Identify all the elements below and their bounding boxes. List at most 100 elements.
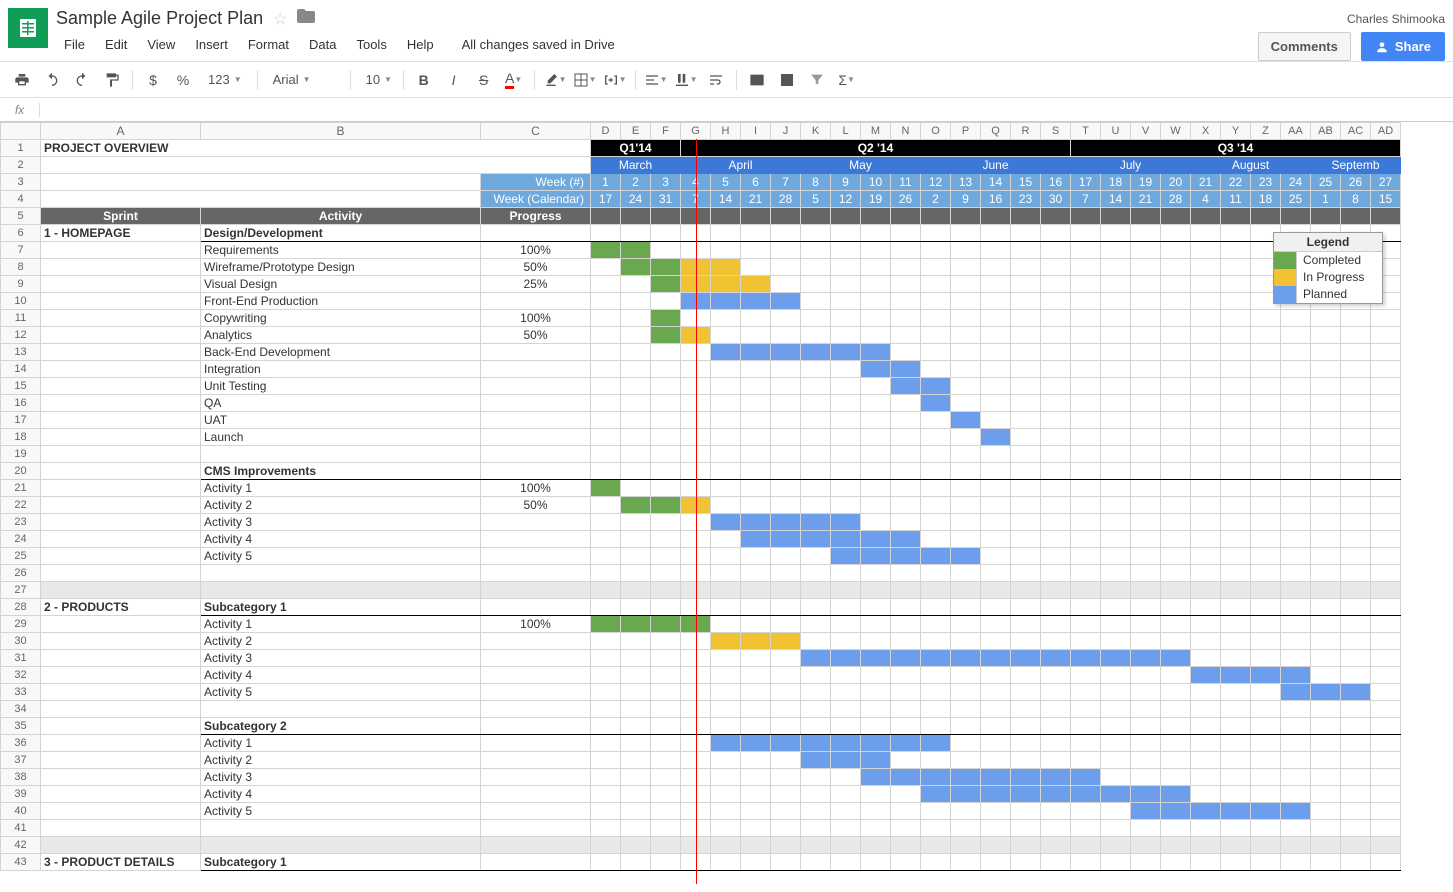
gantt-cell[interactable] [1041,633,1071,650]
gantt-cell[interactable] [951,412,981,429]
gantt-cell[interactable] [1311,514,1341,531]
gantt-cell[interactable] [861,293,891,310]
gantt-cell[interactable] [771,667,801,684]
gantt-cell[interactable] [831,820,861,837]
gantt-cell[interactable] [951,344,981,361]
gantt-cell[interactable] [981,701,1011,718]
gantt-cell[interactable] [891,361,921,378]
sprint-cell[interactable] [41,667,201,684]
gantt-cell[interactable] [621,667,651,684]
gantt-cell[interactable] [1161,293,1191,310]
gantt-cell[interactable] [1281,395,1311,412]
gantt-cell[interactable] [1221,786,1251,803]
gantt-cell[interactable] [1071,276,1101,293]
gantt-cell[interactable] [681,650,711,667]
progress-cell[interactable]: 100% [481,310,591,327]
gantt-cell[interactable] [1161,463,1191,480]
gantt-cell[interactable] [1251,310,1281,327]
gantt-cell[interactable] [1101,463,1131,480]
gantt-cell[interactable] [951,565,981,582]
gantt-cell[interactable] [771,650,801,667]
gantt-cell[interactable] [741,446,771,463]
activity-cell[interactable]: Requirements [201,242,481,259]
gantt-cell[interactable] [1221,242,1251,259]
gantt-cell[interactable] [861,837,891,854]
gantt-cell[interactable] [711,531,741,548]
gantt-cell[interactable] [711,378,741,395]
gantt-cell[interactable] [1371,480,1401,497]
gantt-cell[interactable] [1281,616,1311,633]
gantt-cell[interactable] [1371,837,1401,854]
gantt-cell[interactable] [1251,820,1281,837]
gantt-cell[interactable] [1101,378,1131,395]
gantt-cell[interactable] [1251,531,1281,548]
gantt-cell[interactable] [681,820,711,837]
gantt-cell[interactable] [1131,548,1161,565]
gantt-cell[interactable] [801,803,831,820]
gantt-cell[interactable] [831,735,861,752]
gantt-cell[interactable] [801,276,831,293]
gantt-cell[interactable] [1131,310,1161,327]
gantt-cell[interactable] [1041,531,1071,548]
menu-data[interactable]: Data [301,33,344,56]
gantt-cell[interactable] [591,548,621,565]
gantt-cell[interactable] [1371,531,1401,548]
gantt-cell[interactable] [621,327,651,344]
progress-cell[interactable] [481,837,591,854]
gantt-cell[interactable] [1011,344,1041,361]
gantt-cell[interactable] [741,684,771,701]
gantt-cell[interactable] [921,242,951,259]
gantt-cell[interactable] [861,616,891,633]
gantt-cell[interactable] [891,259,921,276]
gantt-cell[interactable] [1341,429,1371,446]
activity-cell[interactable]: Wireframe/Prototype Design [201,259,481,276]
gantt-cell[interactable] [711,854,741,871]
gantt-cell[interactable] [621,701,651,718]
gantt-cell[interactable] [1311,446,1341,463]
gantt-cell[interactable] [981,633,1011,650]
gantt-cell[interactable] [1131,480,1161,497]
gantt-cell[interactable] [891,310,921,327]
gantt-cell[interactable] [711,684,741,701]
gantt-cell[interactable] [771,429,801,446]
gantt-cell[interactable] [711,599,741,616]
gantt-cell[interactable] [1191,735,1221,752]
gantt-cell[interactable] [921,310,951,327]
gantt-cell[interactable] [1281,446,1311,463]
gantt-cell[interactable] [1131,259,1161,276]
gantt-cell[interactable] [831,259,861,276]
sprint-cell[interactable] [41,684,201,701]
gantt-cell[interactable] [741,480,771,497]
gantt-cell[interactable] [741,854,771,871]
gantt-cell[interactable] [1161,837,1191,854]
gantt-cell[interactable] [1041,701,1071,718]
gantt-cell[interactable] [1371,854,1401,871]
wrap-icon[interactable] [702,66,730,94]
month-cell[interactable]: April [681,157,801,174]
gantt-cell[interactable] [861,786,891,803]
gantt-cell[interactable] [1131,769,1161,786]
gantt-cell[interactable] [801,531,831,548]
gantt-cell[interactable] [651,429,681,446]
gantt-cell[interactable] [1041,276,1071,293]
gantt-cell[interactable] [861,531,891,548]
formula-input[interactable] [40,102,1453,117]
gantt-cell[interactable] [771,633,801,650]
gantt-cell[interactable] [1251,463,1281,480]
gantt-cell[interactable] [1221,395,1251,412]
gantt-cell[interactable] [801,395,831,412]
gantt-cell[interactable] [591,684,621,701]
gantt-cell[interactable] [1041,412,1071,429]
gantt-cell[interactable] [891,429,921,446]
gantt-cell[interactable] [1041,429,1071,446]
gantt-cell[interactable] [1011,412,1041,429]
gantt-cell[interactable] [771,310,801,327]
gantt-cell[interactable] [771,259,801,276]
gantt-cell[interactable] [621,480,651,497]
gantt-cell[interactable] [651,548,681,565]
gantt-cell[interactable] [711,667,741,684]
sprint-cell[interactable] [41,310,201,327]
gantt-cell[interactable] [711,514,741,531]
gantt-cell[interactable] [1101,480,1131,497]
gantt-cell[interactable] [681,514,711,531]
